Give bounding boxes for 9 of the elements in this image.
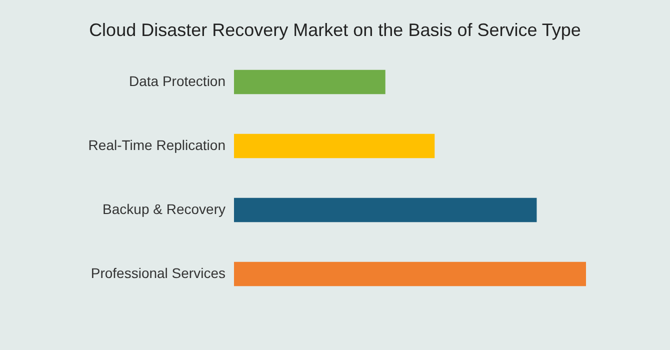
bar xyxy=(234,198,537,222)
bar xyxy=(234,70,386,94)
y-tick-label: Real-Time Replication xyxy=(88,137,226,153)
bar xyxy=(234,262,586,286)
bar xyxy=(234,134,435,158)
chart-title: Cloud Disaster Recovery Market on the Basis of Service Type xyxy=(89,20,581,40)
y-tick-label: Professional Services xyxy=(90,265,226,281)
y-tick-label: Data Protection xyxy=(129,73,226,89)
y-tick-label: Backup & Recovery xyxy=(102,201,226,217)
